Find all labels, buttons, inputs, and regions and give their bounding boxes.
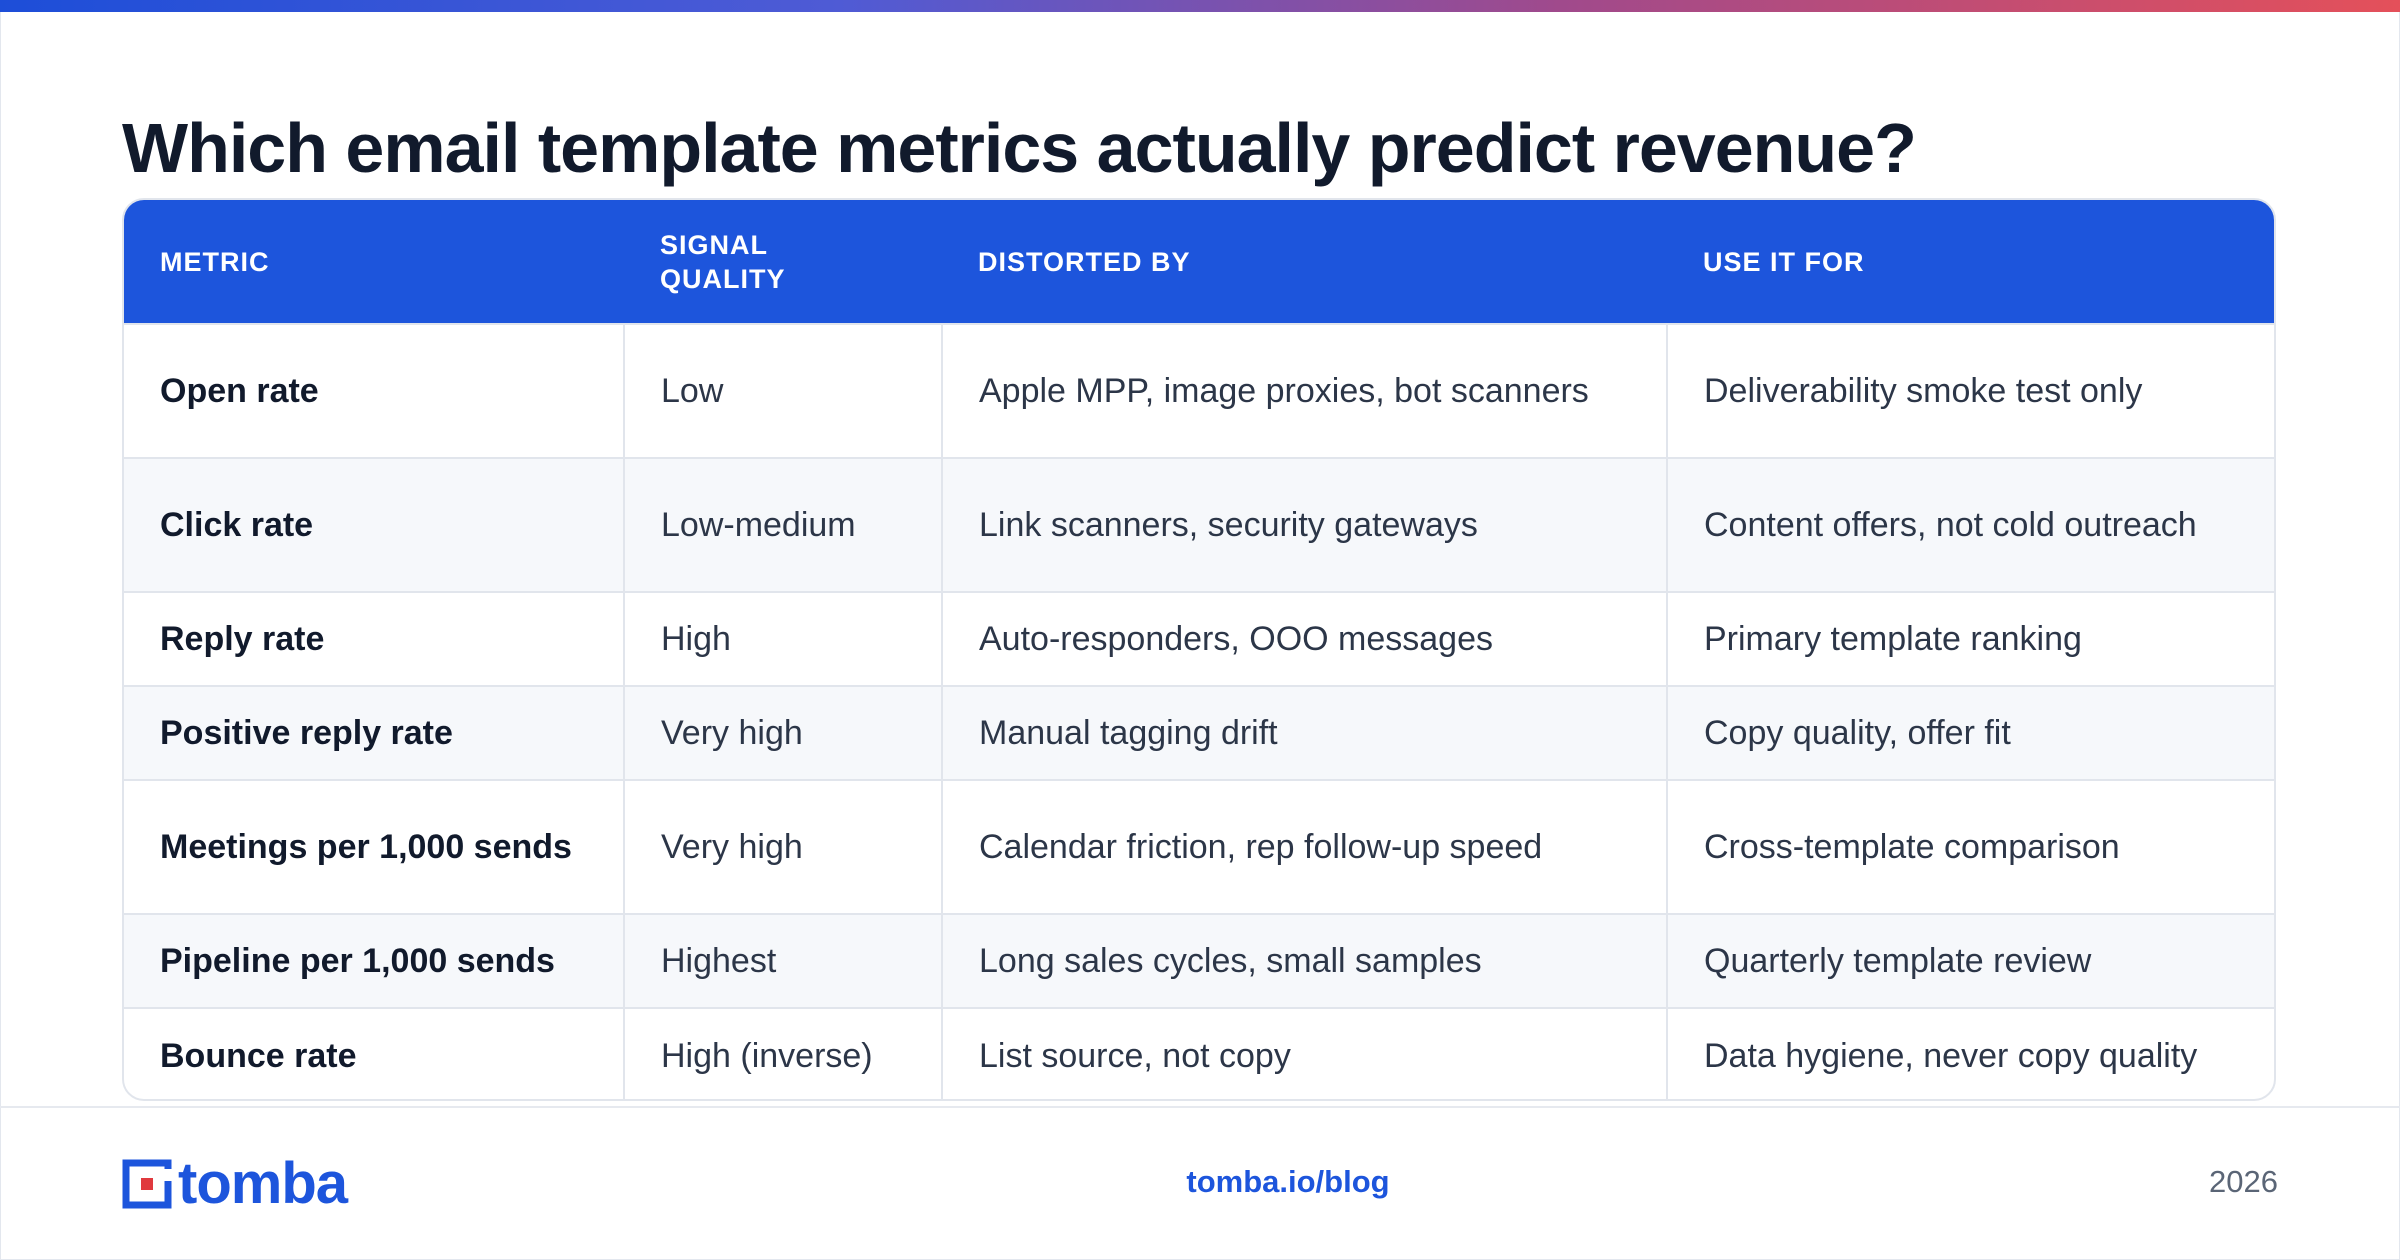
signal-quality-cell: Very high: [623, 779, 942, 914]
distorted-by-cell: List source, not copy: [941, 1007, 1667, 1099]
metric-cell: Pipeline per 1,000 sends: [124, 913, 624, 1008]
distorted-by-cell: Long sales cycles, small samples: [941, 913, 1667, 1008]
metric-cell: Meetings per 1,000 sends: [124, 779, 624, 914]
distorted-by-cell: Link scanners, security gateways: [941, 457, 1667, 592]
use-it-for-cell: Copy quality, offer fit: [1666, 685, 2274, 780]
logo-wordmark: tomba: [178, 1151, 348, 1216]
signal-quality-cell: Very high: [623, 685, 942, 780]
page-title: Which email template metrics actually pr…: [122, 109, 1917, 187]
metrics-table: METRIC SIGNAL QUALITY DISTORTED BY USE I…: [124, 200, 2274, 1099]
distorted-by-cell: Manual tagging drift: [941, 685, 1667, 780]
tomba-logo[interactable]: tomba: [122, 1151, 348, 1216]
metric-cell: Click rate: [124, 457, 624, 592]
metric-cell: Open rate: [124, 323, 624, 458]
signal-quality-cell: High (inverse): [623, 1007, 942, 1099]
signal-quality-cell: Low: [623, 323, 942, 458]
use-it-for-cell: Data hygiene, never copy quality: [1666, 1007, 2274, 1099]
use-it-for-cell: Deliverability smoke test only: [1666, 323, 2274, 458]
footer-divider: [0, 1106, 2400, 1108]
distorted-by-cell: Auto-responders, OOO messages: [941, 591, 1667, 686]
signal-quality-cell: Highest: [623, 913, 942, 1008]
distorted-by-cell: Apple MPP, image proxies, bot scanners: [941, 323, 1667, 458]
use-it-for-cell: Content offers, not cold outreach: [1666, 457, 2274, 592]
metric-cell: Reply rate: [124, 591, 624, 686]
table-row: Click rate Low-medium Link scanners, sec…: [124, 457, 2274, 592]
metric-cell: Bounce rate: [124, 1007, 624, 1099]
header-metric: METRIC: [160, 246, 270, 277]
table-row: Reply rate High Auto-responders, OOO mes…: [124, 591, 2274, 686]
use-it-for-cell: Primary template ranking: [1666, 591, 2274, 686]
signal-quality-cell: High: [623, 591, 942, 686]
header-distorted-by: DISTORTED BY: [978, 246, 1191, 277]
table-row: Open rate Low Apple MPP, image proxies, …: [124, 323, 2274, 458]
table-row: Meetings per 1,000 sends Very high Calen…: [124, 779, 2274, 914]
metrics-table-card: METRIC SIGNAL QUALITY DISTORTED BY USE I…: [122, 198, 2276, 1101]
table-header-row: METRIC SIGNAL QUALITY DISTORTED BY USE I…: [124, 200, 2274, 324]
top-gradient-bar: [0, 0, 2400, 12]
tomba-logo-icon: [122, 1159, 174, 1209]
header-signal-quality: SIGNAL QUALITY: [660, 229, 786, 294]
distorted-by-cell: Calendar friction, rep follow-up speed: [941, 779, 1667, 914]
header-use-it-for: USE IT FOR: [1703, 246, 1865, 277]
signal-quality-cell: Low-medium: [623, 457, 942, 592]
table-row: Pipeline per 1,000 sends Highest Long sa…: [124, 913, 2274, 1008]
use-it-for-cell: Quarterly template review: [1666, 913, 2274, 1008]
blog-link[interactable]: tomba.io/blog: [1186, 1164, 1390, 1199]
table-row: Bounce rate High (inverse) List source, …: [124, 1007, 2274, 1099]
use-it-for-cell: Cross-template comparison: [1666, 779, 2274, 914]
footer-year: 2026: [2209, 1164, 2278, 1199]
table-row: Positive reply rate Very high Manual tag…: [124, 685, 2274, 780]
metric-cell: Positive reply rate: [124, 685, 624, 780]
